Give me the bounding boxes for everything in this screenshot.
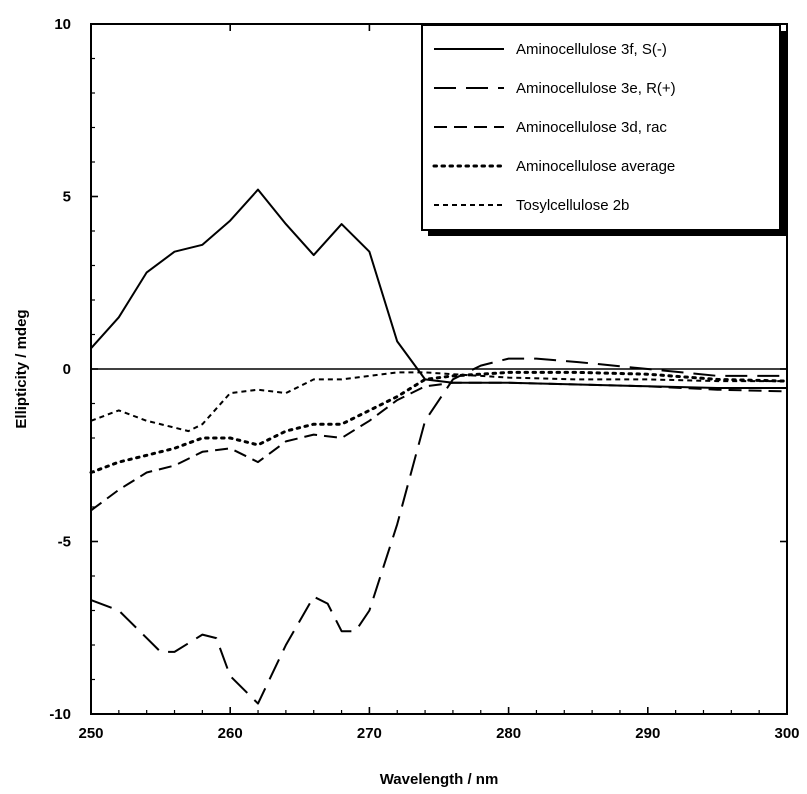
x-tick-label: 260 — [218, 725, 243, 742]
axes: 250 260 270 280 290 300 -10 -5 0 5 10 Wavelength … — [13, 16, 800, 788]
x-tick-label: 280 — [496, 725, 521, 742]
x-tick-label: 290 — [635, 725, 660, 742]
series-line-1 — [90, 188, 787, 389]
series-line-5 — [90, 371, 787, 433]
y-tick-label: 0 — [63, 361, 71, 378]
legend-label-1: Aminocellulose 3f, S(-) — [516, 41, 667, 58]
y-axis-label: Ellipticity / mdeg — [13, 309, 30, 428]
x-tick-label: 300 — [774, 725, 799, 742]
x-axis-ticks: 250 260 270 280 290 300 — [78, 24, 800, 742]
y-tick-label: 10 — [54, 16, 71, 33]
legend-label-3: Aminocellulose 3d, rac — [516, 119, 667, 136]
series-line-2 — [90, 357, 787, 705]
series-line-3 — [90, 381, 788, 512]
y-tick-label: 5 — [63, 189, 71, 206]
series-line-4 — [89, 370, 789, 474]
legend-label-5: Tosylcellulose 2b — [516, 197, 629, 214]
y-axis-ticks: -10 -5 0 5 10 — [49, 16, 787, 723]
legend-label-4: Aminocellulose average — [516, 158, 675, 175]
x-tick-label: 250 — [78, 725, 103, 742]
y-tick-label: -5 — [58, 534, 71, 551]
legend-label-2: Aminocellulose 3e, R(+) — [516, 80, 676, 97]
x-tick-label: 270 — [357, 725, 382, 742]
legend: Aminocellulose 3f, S(-) Aminocellulose 3e… — [421, 24, 786, 236]
x-axis-label: Wavelength / nm — [380, 771, 499, 788]
y-tick-label: -10 — [49, 706, 71, 723]
